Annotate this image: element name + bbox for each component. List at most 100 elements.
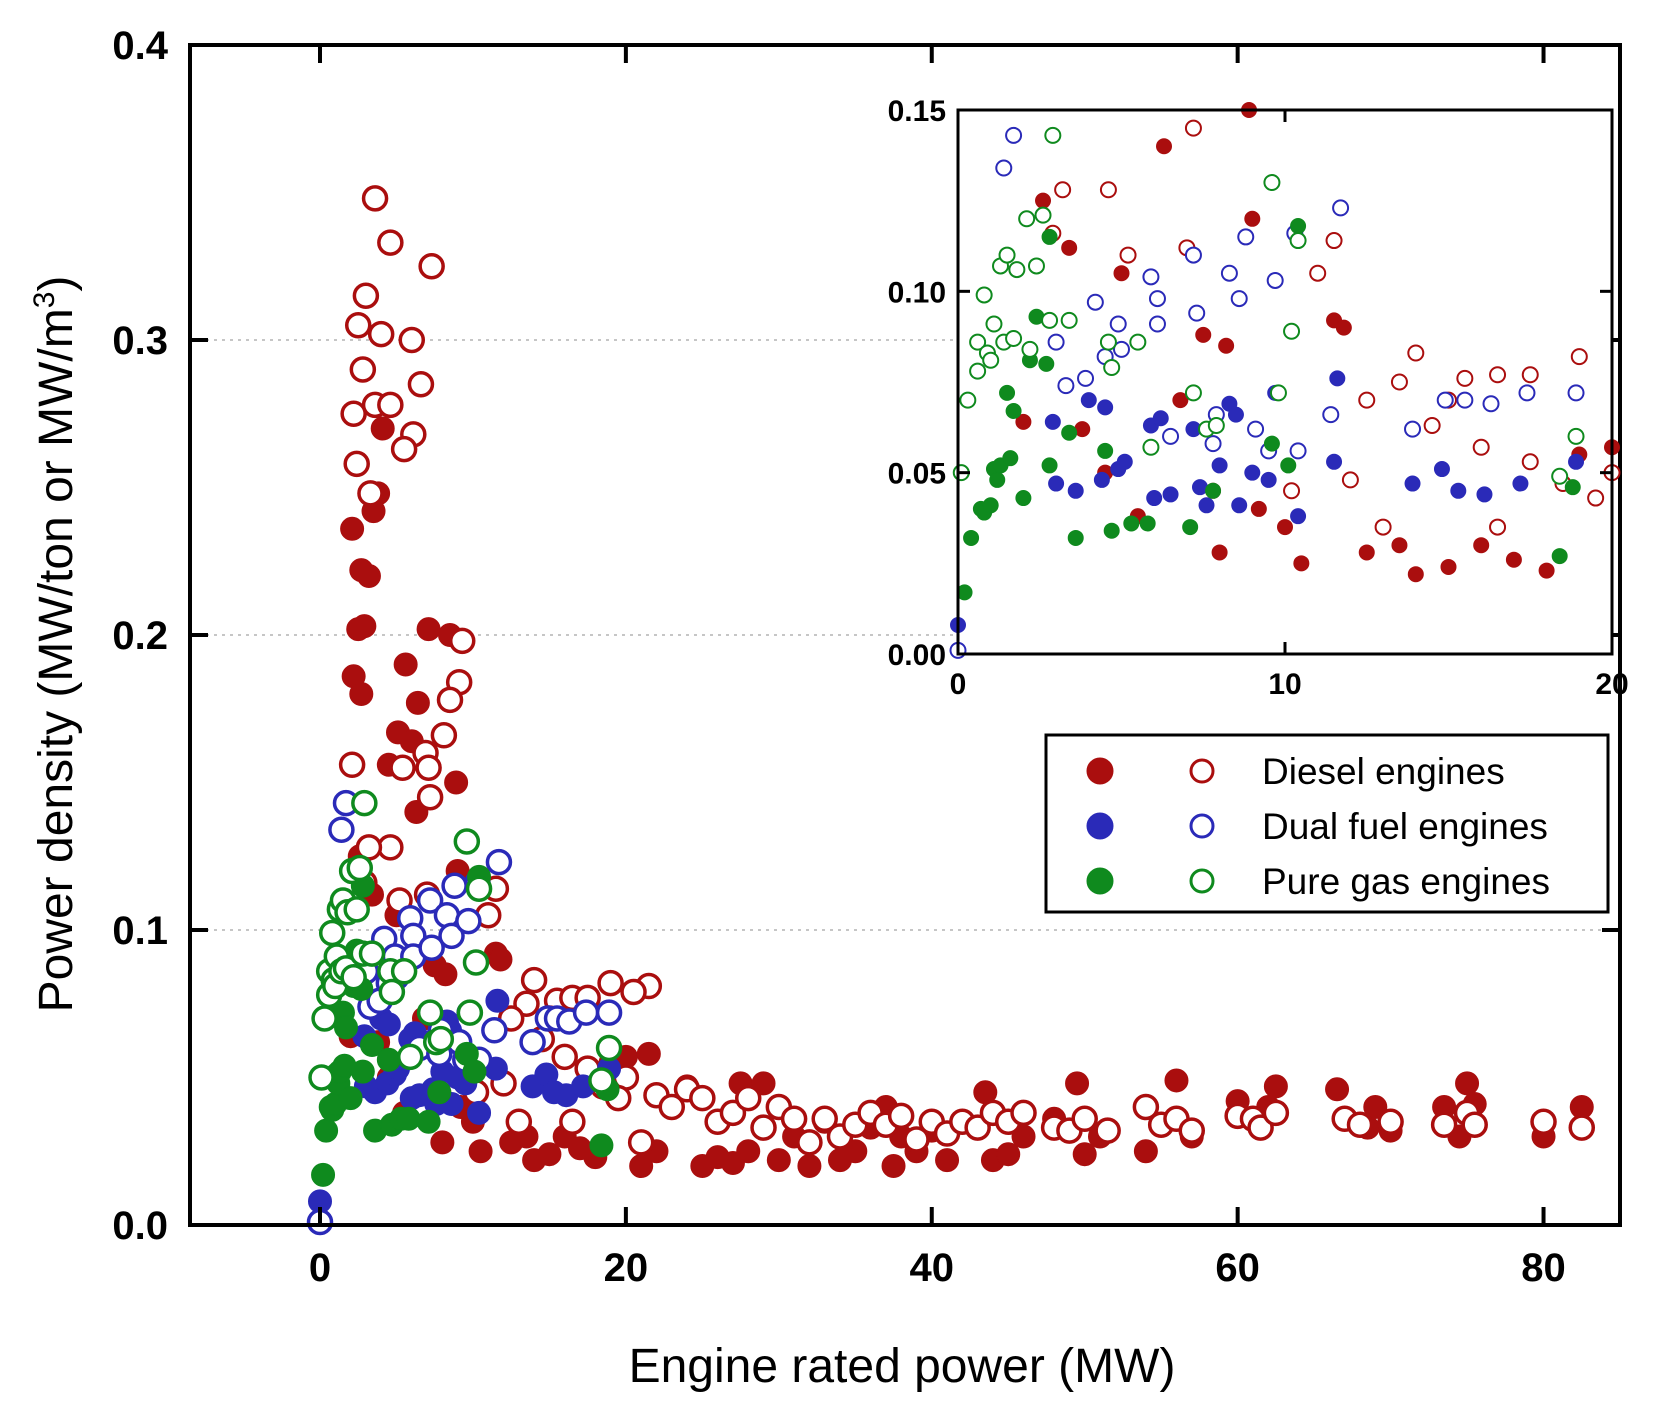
point-diesel-open-56	[780, 1105, 808, 1133]
inset-point-diesel-open-40	[1390, 373, 1408, 391]
inset-point-dual-open-27	[1332, 199, 1350, 217]
inset-point-dual-filled-4	[1080, 392, 1097, 409]
point-gas-open-23	[396, 1043, 424, 1071]
inset-point-diesel-filled-25	[1195, 326, 1212, 343]
point-diesel-open-83	[1262, 1099, 1290, 1127]
point-diesel-open-43	[551, 1043, 578, 1071]
point-diesel-open-86	[1377, 1108, 1404, 1135]
inset-y-tick-label-0: 0.00	[888, 639, 946, 672]
inset-point-diesel-filled-29	[1015, 413, 1032, 430]
point-gas-filled-1	[314, 1118, 339, 1143]
inset-point-diesel-open-32	[1407, 344, 1425, 362]
inset-point-gas-filled-4	[982, 497, 999, 514]
x-tick-label-2: 40	[910, 1246, 955, 1290]
inset-point-gas-filled-26	[1290, 218, 1307, 235]
point-gas-open-21	[378, 978, 406, 1006]
point-dual-open-15	[418, 934, 445, 961]
point-dual-open-1	[328, 816, 355, 843]
point-diesel-filled-54	[736, 1139, 761, 1164]
point-gas-open-31	[588, 1067, 615, 1094]
inset-point-dual-filled-19	[1231, 497, 1248, 514]
point-diesel-filled-78	[1133, 1139, 1158, 1164]
inset-point-diesel-open-34	[1489, 366, 1507, 384]
inset-x-tick-label-2: 20	[1595, 668, 1628, 701]
point-gas-open-16	[346, 854, 374, 882]
legend-label-dual: Dual fuel engines	[1262, 806, 1548, 847]
inset-point-dual-filled-30	[1512, 475, 1529, 492]
inset-point-dual-filled-23	[1290, 508, 1307, 525]
point-dual-open-27	[485, 848, 513, 876]
inset-point-dual-open-29	[1436, 391, 1454, 409]
inset-point-diesel-open-26	[1054, 181, 1072, 199]
point-diesel-filled-35	[430, 1130, 455, 1155]
x-tick-label-4: 80	[1521, 1246, 1566, 1290]
point-diesel-filled-0	[340, 516, 365, 541]
point-gas-open-1	[311, 1005, 338, 1032]
point-diesel-filled-36	[468, 1139, 493, 1164]
point-dual-open-28	[519, 1028, 546, 1056]
inset-point-dual-filled-27	[1433, 461, 1450, 478]
inset-point-dual-filled-26	[1404, 475, 1421, 492]
point-diesel-filled-26	[433, 962, 458, 987]
point-diesel-open-8	[407, 371, 435, 398]
point-dual-open-33	[595, 999, 623, 1026]
point-gas-filled-0	[311, 1162, 336, 1187]
inset-point-diesel-filled-24	[1335, 319, 1352, 336]
inset-point-gas-filled-16	[1041, 228, 1058, 245]
inset-y-tick-label-1: 0.05	[888, 458, 946, 491]
inset-point-dual-open-20	[1237, 228, 1255, 246]
inset-point-dual-filled-28	[1450, 482, 1467, 499]
point-diesel-filled-17	[444, 770, 469, 795]
inset-point-dual-open-3	[1047, 333, 1065, 351]
point-diesel-filled-56	[766, 1148, 791, 1173]
inset-point-gas-open-18	[1044, 126, 1062, 144]
inset-point-dual-open-33	[1567, 384, 1585, 402]
inset-point-diesel-filled-27	[1172, 392, 1189, 409]
point-gas-open-0	[308, 1064, 335, 1091]
inset-chart: 0 10 20 0.00 0.05 0.10 0.15	[888, 95, 1629, 701]
inset-point-gas-filled-1	[963, 529, 980, 546]
inset-point-gas-open-27	[1263, 174, 1281, 192]
inset-point-diesel-open-35	[1521, 366, 1539, 384]
point-diesel-filled-75	[1065, 1071, 1090, 1096]
inset-y-tick-label-2: 0.10	[888, 276, 946, 309]
point-gas-filled-24	[427, 1080, 452, 1105]
inset-point-gas-filled-25	[1263, 435, 1280, 452]
point-dual-filled-6	[376, 1012, 401, 1037]
inset-point-gas-filled-6	[989, 471, 1006, 488]
point-diesel-open-50	[689, 1084, 716, 1112]
x-tick-label-3: 60	[1215, 1246, 1260, 1290]
inset-point-dual-filled-12	[1162, 486, 1179, 503]
point-dual-open-14	[416, 887, 444, 914]
inset-point-diesel-filled-37	[1358, 544, 1375, 561]
inset-point-gas-filled-21	[1123, 515, 1140, 532]
inset-point-diesel-filled-41	[1473, 537, 1490, 554]
point-gas-filled-10	[334, 1015, 358, 1040]
inset-point-dual-filled-8	[1116, 453, 1133, 470]
inset-point-dual-open-15	[1188, 304, 1206, 322]
inset-point-diesel-filled-39	[1407, 566, 1424, 583]
inset-point-diesel-filled-33	[1277, 519, 1293, 536]
point-gas-filled-19	[376, 1047, 401, 1072]
x-tick-label-1: 20	[604, 1246, 649, 1290]
inset-point-dual-filled-21	[1260, 471, 1277, 488]
legend-box	[1044, 733, 1610, 914]
inset-point-gas-filled-23	[1182, 519, 1199, 536]
inset-point-gas-open-1	[959, 391, 977, 409]
inset-point-gas-open-14	[1021, 340, 1039, 358]
point-diesel-open-13	[390, 435, 418, 463]
point-diesel-filled-68	[935, 1148, 960, 1173]
inset-point-diesel-filled-22	[1244, 210, 1261, 227]
y-tick-label-2: 0.2	[112, 614, 168, 658]
point-diesel-open-54	[750, 1114, 777, 1141]
y-axis-label-tail: )	[30, 276, 83, 292]
point-gas-open-22	[390, 958, 418, 985]
inset-data-points	[949, 102, 1621, 659]
point-diesel-open-89	[1461, 1111, 1488, 1138]
point-diesel-filled-58	[797, 1154, 822, 1178]
point-diesel-filled-10	[393, 652, 418, 677]
inset-point-diesel-filled-42	[1505, 551, 1522, 568]
point-dual-open-20	[441, 872, 468, 899]
point-diesel-filled-40	[537, 1142, 562, 1167]
inset-point-diesel-filled-32	[1250, 500, 1267, 517]
